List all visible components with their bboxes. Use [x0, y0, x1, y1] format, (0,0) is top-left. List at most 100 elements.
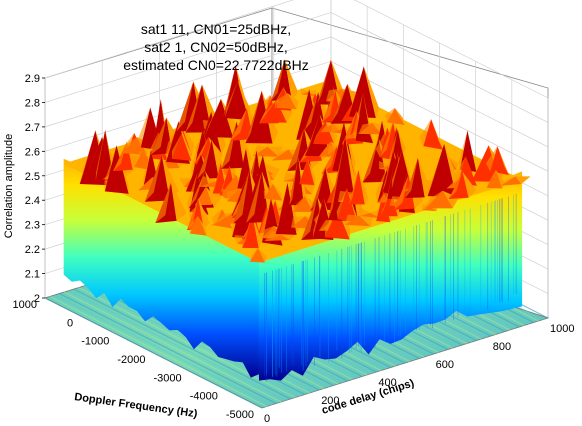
y-tick-label: -3000	[154, 372, 182, 384]
surface-peak	[405, 157, 418, 198]
surface-peak	[500, 176, 516, 186]
surface-peak	[189, 215, 207, 236]
surface-peak	[224, 80, 238, 119]
surface-peak	[241, 215, 255, 240]
surface-peak	[495, 169, 505, 189]
surface-peak	[341, 111, 357, 145]
surface-peak	[193, 137, 209, 165]
surface-peak	[202, 128, 215, 180]
y-tick-label: 0	[67, 317, 73, 329]
surface-peak	[271, 59, 285, 101]
surface-peak	[387, 107, 405, 125]
surface-peak	[258, 248, 267, 263]
floor-stripe	[44, 297, 263, 409]
surface-peak	[165, 121, 179, 162]
surface-peak	[486, 169, 496, 188]
surface-peak	[307, 158, 316, 186]
surface-peak	[344, 214, 359, 225]
surface-peak	[296, 89, 310, 140]
surface-peak	[304, 91, 319, 131]
surface-wall-left	[63, 158, 259, 378]
surface-peak	[185, 84, 203, 133]
surface-peak	[122, 137, 137, 154]
surface-peak	[313, 120, 326, 144]
surface-peak	[219, 166, 230, 196]
surface-peak	[348, 66, 364, 117]
surface-peak	[394, 107, 405, 125]
surface-peak	[95, 129, 106, 181]
y-tick-label: -4000	[190, 391, 218, 403]
surface-peak	[442, 190, 459, 209]
surface-peak	[385, 129, 398, 178]
surface-peak	[275, 182, 288, 235]
surface-peak	[186, 172, 198, 212]
surface-peak	[196, 111, 212, 154]
y-tick-label: -2000	[117, 354, 145, 366]
y-tick-label: -1000	[81, 336, 109, 348]
surface-peak	[291, 216, 306, 228]
surface-peak	[330, 83, 348, 124]
surface-peak	[149, 132, 159, 159]
surface-peak	[143, 149, 152, 185]
surface-peak	[276, 93, 288, 108]
z-tick-label: 2.9	[25, 73, 40, 85]
surface-peak	[318, 141, 331, 157]
surface-peak	[359, 212, 382, 219]
surface-peak	[152, 99, 161, 148]
surface-peak	[276, 93, 297, 110]
z-tick-label: 2.4	[25, 195, 40, 207]
surface-peak	[358, 215, 374, 227]
surface-peak	[230, 108, 247, 141]
surface-peak	[237, 148, 246, 189]
surface-peak	[358, 122, 373, 134]
z-tick-label: 2.1	[25, 269, 40, 281]
surface-peak	[515, 176, 531, 185]
surface-peak	[292, 196, 313, 213]
surface-peak	[227, 189, 240, 202]
surface-peak	[362, 138, 379, 183]
surface-peak	[427, 143, 457, 198]
surface-peak	[417, 157, 431, 198]
surface-peak	[138, 107, 151, 148]
chart-title: sat1 11, CN01=25dBHz, sat2 1, CN02=50dBH…	[123, 21, 309, 73]
surface-peak	[391, 149, 402, 189]
surface-peak	[467, 130, 477, 172]
z-axis-label: Correlation amplitude	[3, 134, 15, 239]
z-tick-label: 2.2	[25, 244, 40, 256]
surface-peak	[380, 190, 391, 217]
surface-peak	[287, 93, 299, 110]
surface-peak	[471, 145, 489, 182]
y-axis: 1000 0 -1000 -2000 -3000 -4000 -5000	[13, 299, 254, 421]
surface-peak	[216, 212, 234, 224]
z-tick-label: 2.6	[25, 146, 40, 158]
surface-peak	[190, 128, 203, 178]
surface-peak	[186, 198, 199, 231]
floor-stripe	[59, 292, 277, 405]
surface-peak	[260, 99, 287, 123]
x-axis: 0 200 400 600 800 1000	[264, 323, 574, 425]
surface-peak	[458, 130, 468, 170]
surface-peak	[249, 155, 263, 204]
surface-peak	[321, 90, 336, 123]
surface-peak	[320, 123, 334, 133]
surface-peak	[130, 150, 144, 168]
floor-stripe	[68, 289, 287, 402]
surface-peak	[246, 171, 262, 224]
surface-peak	[312, 197, 324, 239]
surface-peak	[259, 198, 271, 243]
surface-peak	[249, 248, 259, 262]
surface-peak	[359, 207, 371, 216]
surface-peak	[384, 107, 395, 123]
floor-stripe	[54, 294, 272, 406]
surface-peak	[419, 119, 432, 147]
surface-peak	[352, 92, 363, 141]
surface-peak	[376, 191, 384, 222]
surface-peak	[299, 133, 316, 163]
surface-peak	[426, 190, 443, 208]
surface-peak	[344, 215, 371, 227]
surface-peak	[302, 183, 311, 192]
x-tick-label: 600	[436, 359, 454, 371]
surface-peak	[500, 176, 522, 186]
surface-peak	[188, 171, 206, 209]
surface-peak	[249, 248, 265, 263]
